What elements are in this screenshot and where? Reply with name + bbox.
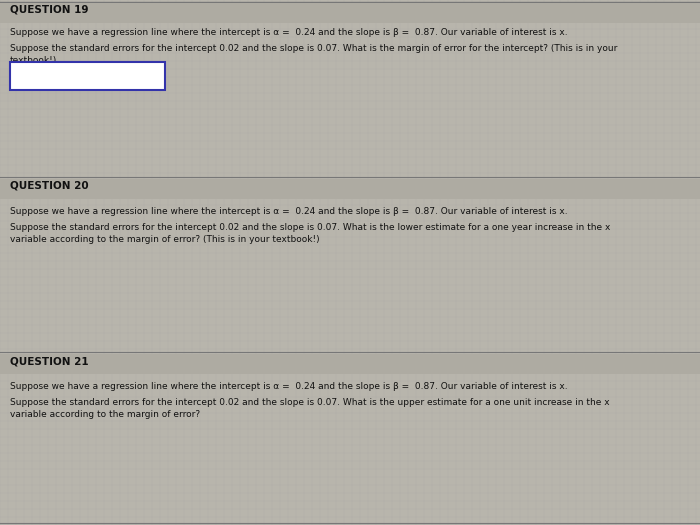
Text: Suppose the standard errors for the intercept 0.02 and the slope is 0.07. What i: Suppose the standard errors for the inte…	[10, 223, 610, 232]
Text: Suppose we have a regression line where the intercept is α =  0.24 and the slope: Suppose we have a regression line where …	[10, 28, 568, 37]
Bar	[0, 179, 700, 199]
Text: textbook!): textbook!)	[10, 56, 57, 65]
Text: QUESTION 19: QUESTION 19	[10, 5, 88, 15]
Text: Suppose we have a regression line where the intercept is α =  0.24 and the slope: Suppose we have a regression line where …	[10, 207, 568, 216]
Text: Suppose the standard errors for the intercept 0.02 and the slope is 0.07. What i: Suppose the standard errors for the inte…	[10, 398, 610, 407]
Text: variable according to the margin of error?: variable according to the margin of erro…	[10, 410, 200, 419]
Text: QUESTION 20: QUESTION 20	[10, 181, 89, 191]
Bar	[0, 354, 700, 374]
Text: Suppose the standard errors for the intercept 0.02 and the slope is 0.07. What i: Suppose the standard errors for the inte…	[10, 44, 617, 53]
Bar	[10, 62, 165, 90]
Text: variable according to the margin of error? (This is in your textbook!): variable according to the margin of erro…	[10, 235, 320, 244]
Text: QUESTION 21: QUESTION 21	[10, 356, 89, 366]
Text: Suppose we have a regression line where the intercept is α =  0.24 and the slope: Suppose we have a regression line where …	[10, 382, 568, 391]
Bar	[0, 3, 700, 23]
